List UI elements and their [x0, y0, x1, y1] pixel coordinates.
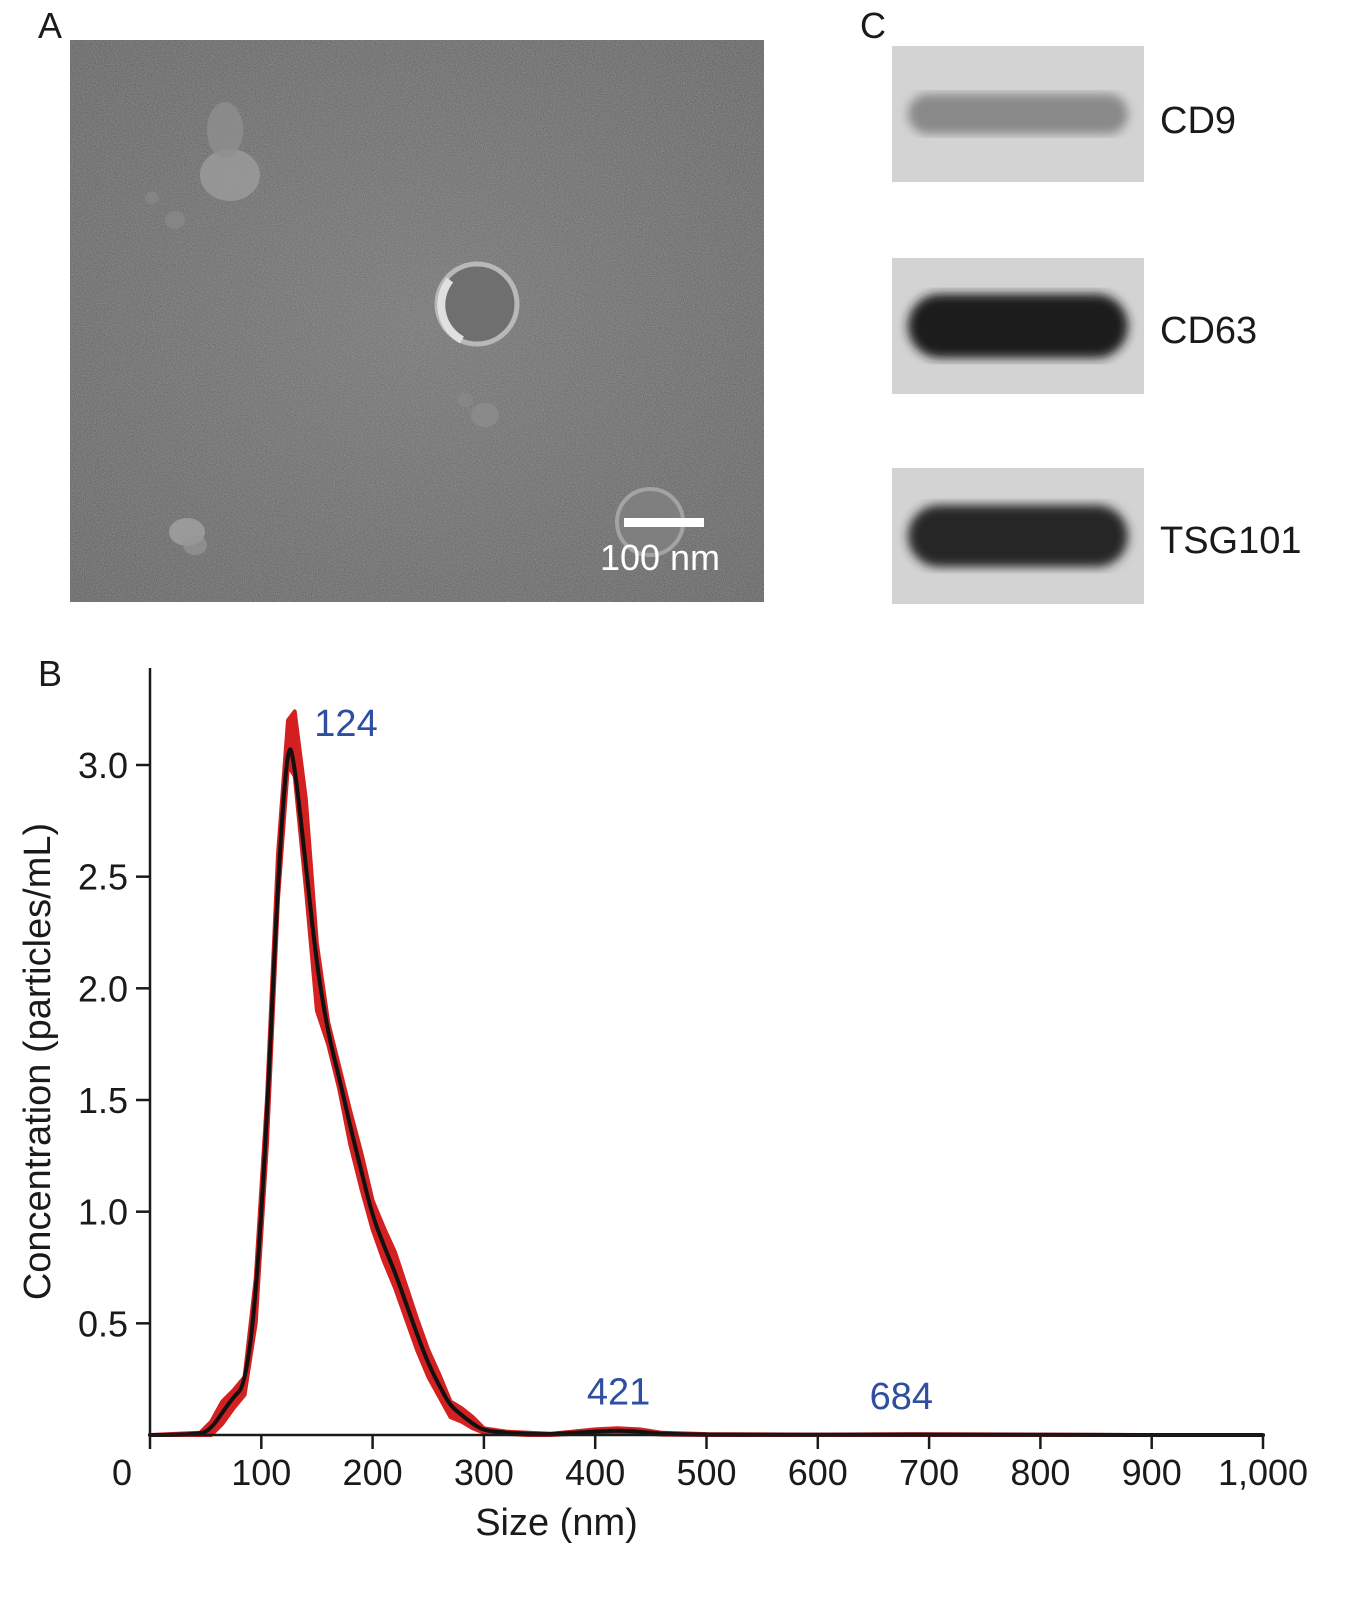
x-tick-label: 900	[1122, 1452, 1182, 1493]
blot-band	[908, 505, 1128, 567]
electron-micrograph: 100 nm	[70, 40, 764, 602]
blot-strip-cd9	[892, 46, 1144, 182]
scale-bar-label: 100 nm	[600, 537, 720, 578]
peak-label: 124	[314, 703, 377, 745]
x-tick-label: 200	[343, 1452, 403, 1493]
x-axis-title: Size (nm)	[475, 1502, 638, 1544]
y-axis-title: Concentration (particles/mL)	[17, 823, 59, 1300]
peak-label: 684	[870, 1376, 933, 1418]
x-tick-label: 100	[231, 1452, 291, 1493]
y-tick-label: 0.5	[78, 1303, 128, 1344]
scale-bar	[624, 518, 704, 527]
y-tick-label: 1.0	[78, 1192, 128, 1233]
blot-label-cd9: CD9	[1160, 100, 1237, 142]
x-tick-label: 1,000	[1218, 1452, 1308, 1493]
x-tick-label: 500	[676, 1452, 736, 1493]
western-blot: CD9 CD63 TSG101	[880, 40, 1340, 620]
y-tick-label: 2.5	[78, 857, 128, 898]
error-band	[148, 709, 1265, 1437]
y-tick-label: 3.0	[78, 745, 128, 786]
x-tick-label: 600	[788, 1452, 848, 1493]
panel-c-label: C	[860, 5, 886, 46]
x-tick-label: 300	[454, 1452, 514, 1493]
panel-a-label: A	[38, 5, 63, 46]
y-tick-label: 1.5	[78, 1080, 128, 1121]
panel-b-label: B	[38, 653, 63, 694]
blot-strip-cd63	[892, 258, 1144, 394]
y-tick-label: 2.0	[78, 968, 128, 1009]
x-tick-label: 400	[565, 1452, 625, 1493]
size-distribution-chart: 0 100 200 300 400 500 600 700 800 900 1,000 0.5 1.0 1…	[17, 668, 1308, 1544]
x-tick-label: 800	[1010, 1452, 1070, 1493]
blot-band	[908, 94, 1128, 134]
blot-label-cd63: CD63	[1160, 310, 1258, 352]
x-tick-label: 700	[899, 1452, 959, 1493]
blot-label-tsg101: TSG101	[1160, 520, 1302, 562]
blot-strips	[892, 46, 1144, 604]
blot-strip-tsg101	[892, 468, 1144, 604]
mean-concentration-line	[149, 747, 1263, 1437]
peak-label: 421	[587, 1372, 650, 1414]
blot-band	[908, 294, 1128, 358]
x-tick-label: 0	[112, 1452, 132, 1493]
